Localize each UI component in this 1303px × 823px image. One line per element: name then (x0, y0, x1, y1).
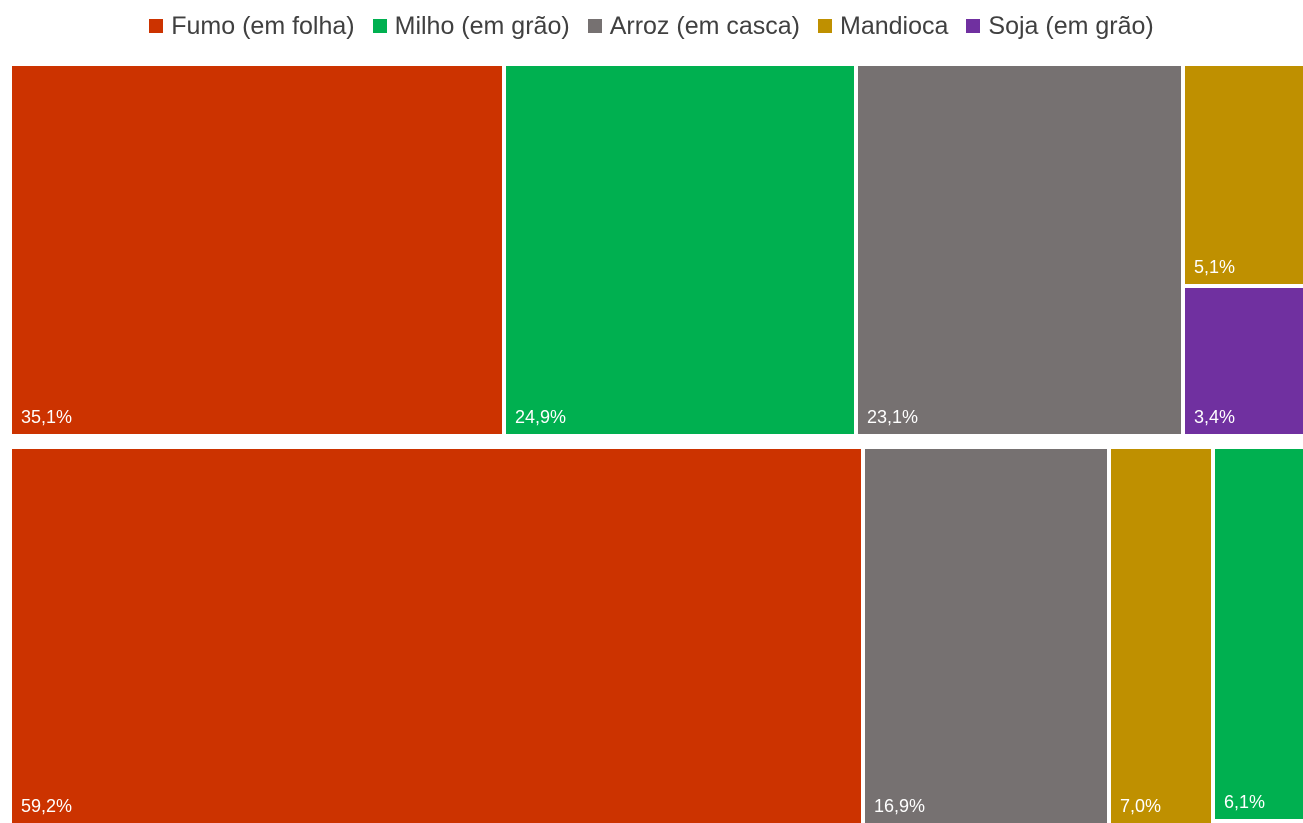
tile-value-label: 6,1% (1224, 792, 1266, 812)
tile-value-label: 23,1% (867, 407, 919, 427)
legend-item-milho-em-grao: Milho (em grão) (372, 11, 570, 41)
treemap-tile-arroz-em-casca: 23,1% (858, 66, 1181, 434)
tile-value-label: 24,9% (515, 407, 567, 427)
tile-value-label: 5,1% (1194, 257, 1236, 277)
treemap-tile-arroz-em-casca: 16,9% (865, 449, 1107, 823)
chart-legend: Fumo (em folha) Milho (em grão) Arroz (em … (0, 6, 1303, 46)
legend-label: Milho (em grão) (394, 11, 570, 40)
legend-item-fumo-em-folha: Fumo (em folha) (149, 11, 355, 41)
treemap-tile-mandioca: 7,0% (1111, 449, 1211, 823)
legend-label: Mandioca (840, 11, 949, 40)
tile-value-label: 16,9% (874, 796, 926, 816)
legend-item-mandioca: Mandioca (818, 12, 948, 41)
legend-swatch (587, 19, 602, 33)
treemap-tile-fumo-em-folha: 59,2% (12, 449, 861, 823)
legend-label: Arroz (em casca) (609, 11, 800, 40)
legend-swatch (966, 19, 981, 33)
legend-swatch (372, 19, 387, 33)
tile-value-label: 7,0% (1120, 796, 1162, 816)
legend-swatch (149, 19, 164, 33)
legend-item-soja-em-grao: Soja (em grão) (966, 11, 1154, 41)
legend-swatch (818, 19, 832, 33)
treemap-tile-fumo-em-folha: 35,1% (12, 66, 502, 434)
tile-value-label: 3,4% (1194, 407, 1236, 427)
treemap-tile-milho-em-grao: 6,1% (1215, 449, 1303, 819)
treemap-tile-milho-em-grao: 24,9% (506, 66, 854, 434)
legend-label: Soja (em grão) (988, 11, 1154, 40)
legend-item-arroz-em-casca: Arroz (em casca) (587, 11, 800, 41)
tile-value-label: 59,2% (21, 796, 73, 816)
tile-value-label: 35,1% (21, 407, 73, 427)
treemap-tile-mandioca: 5,1% (1185, 66, 1303, 284)
treemap-tile-soja-em-grao: 3,4% (1185, 288, 1303, 434)
legend-label: Fumo (em folha) (171, 11, 355, 40)
